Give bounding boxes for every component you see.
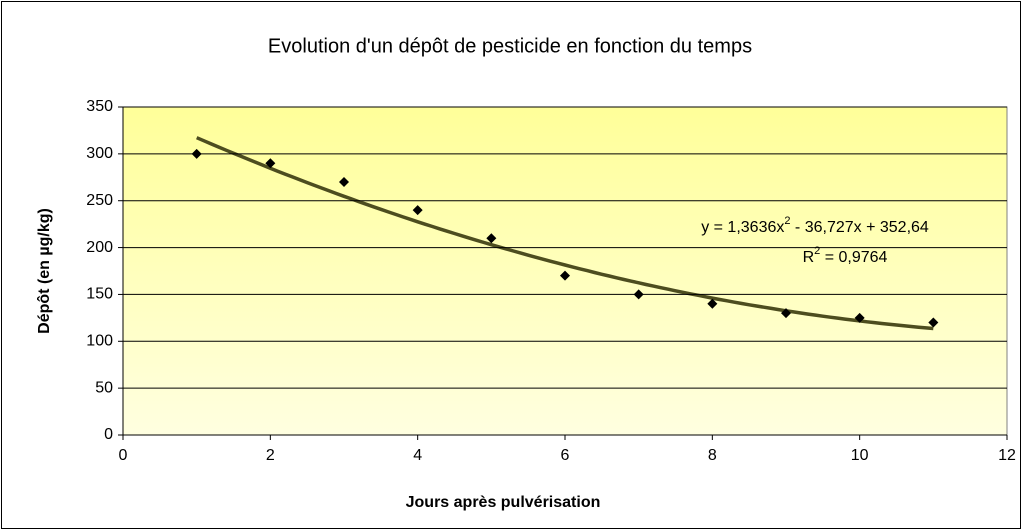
trendline — [196, 136, 934, 331]
equation-part: - 36,727x + 352,64 — [790, 219, 928, 236]
y-tick-label: 50 — [95, 379, 113, 396]
point — [707, 298, 718, 309]
point — [781, 308, 791, 319]
equation-part: y = 1,3636x — [701, 219, 784, 236]
equation-exponent: 2 — [784, 215, 790, 227]
point — [412, 205, 423, 216]
x-axis-label: Jours après pulvérisation — [406, 494, 601, 511]
r2-exponent: 2 — [814, 245, 820, 257]
x-tick-label: 10 — [851, 447, 869, 464]
point — [339, 176, 349, 187]
trend-equation: y = 1,3636x2 - 36,727x + 352,64 — [701, 215, 929, 236]
point — [633, 289, 644, 300]
x-tick-label: 12 — [998, 447, 1016, 464]
x-tick-label: 4 — [413, 447, 422, 464]
y-tick-label: 0 — [104, 426, 113, 443]
y-tick-label: 300 — [86, 145, 113, 162]
y-tick-label: 200 — [86, 239, 113, 256]
chart-title: Evolution d'un dépôt de pesticide en fon… — [268, 35, 752, 57]
x-tick-label: 6 — [561, 447, 570, 464]
y-tick-label: 250 — [86, 192, 113, 209]
x-tick-label: 2 — [266, 447, 275, 464]
x-tick-label: 8 — [708, 447, 717, 464]
y-tick-label: 100 — [86, 333, 113, 350]
point — [560, 270, 570, 281]
y-tick-label: 350 — [86, 98, 113, 115]
trend-r2: R2 = 0,9764 — [803, 245, 888, 266]
y-tick-label: 150 — [86, 286, 113, 303]
point — [191, 148, 202, 159]
y-axis-label: Dépôt (en µg/kg) — [36, 208, 53, 334]
r2-part: = 0,9764 — [820, 249, 887, 266]
point — [854, 312, 865, 323]
point — [486, 233, 497, 244]
r2-part: R — [803, 249, 815, 266]
point — [928, 317, 939, 328]
x-tick-label: 0 — [119, 447, 128, 464]
point — [265, 158, 276, 169]
